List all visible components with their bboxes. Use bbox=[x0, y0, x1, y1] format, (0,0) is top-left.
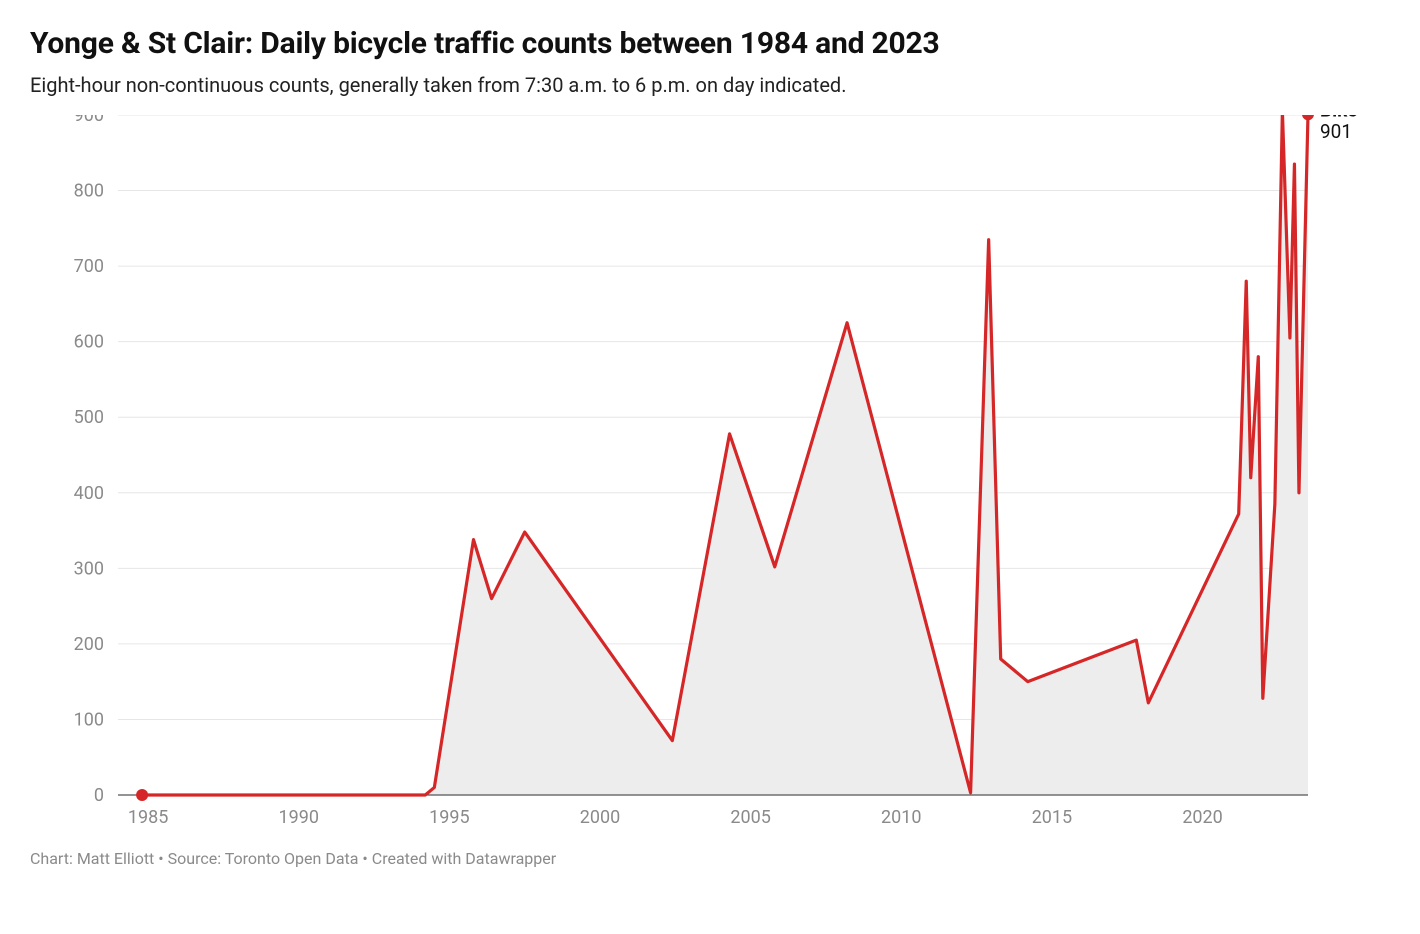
x-tick-label: 1985 bbox=[128, 807, 168, 828]
chart-subtitle: Eight-hour non-continuous counts, genera… bbox=[30, 73, 1390, 97]
area-line-chart: 0 100 200 300 400 500 600 700 800 900 1985 1990 1995… bbox=[30, 115, 1390, 835]
x-tick-label: 1995 bbox=[429, 807, 469, 828]
y-tick-label: 300 bbox=[74, 558, 104, 579]
y-tick-label: 600 bbox=[74, 332, 104, 353]
chart-container: 0 100 200 300 400 500 600 700 800 900 1985 1990 1995… bbox=[30, 115, 1390, 839]
start-point-marker bbox=[136, 789, 148, 801]
chart-footer: Chart: Matt Elliott • Source: Toronto Op… bbox=[30, 849, 1390, 868]
y-tick-label: 100 bbox=[74, 709, 104, 730]
y-tick-label: 0 bbox=[94, 785, 104, 806]
x-tick-label: 2020 bbox=[1182, 807, 1222, 828]
y-tick-label: 800 bbox=[74, 181, 104, 202]
end-point-marker bbox=[1302, 115, 1314, 120]
series-end-value: 901 bbox=[1320, 120, 1352, 143]
x-tick-label: 2015 bbox=[1032, 807, 1072, 828]
y-tick-label: 700 bbox=[74, 256, 104, 277]
y-tick-label: 400 bbox=[74, 483, 104, 504]
page-title: Yonge & St Clair: Daily bicycle traffic … bbox=[30, 26, 1390, 61]
y-tick-label: 900 bbox=[74, 115, 104, 126]
x-tick-label: 2000 bbox=[580, 807, 620, 828]
y-tick-label: 200 bbox=[74, 634, 104, 655]
x-tick-label: 1990 bbox=[279, 807, 319, 828]
y-tick-label: 500 bbox=[74, 407, 104, 428]
x-tick-label: 2005 bbox=[730, 807, 770, 828]
x-tick-label: 2010 bbox=[881, 807, 921, 828]
